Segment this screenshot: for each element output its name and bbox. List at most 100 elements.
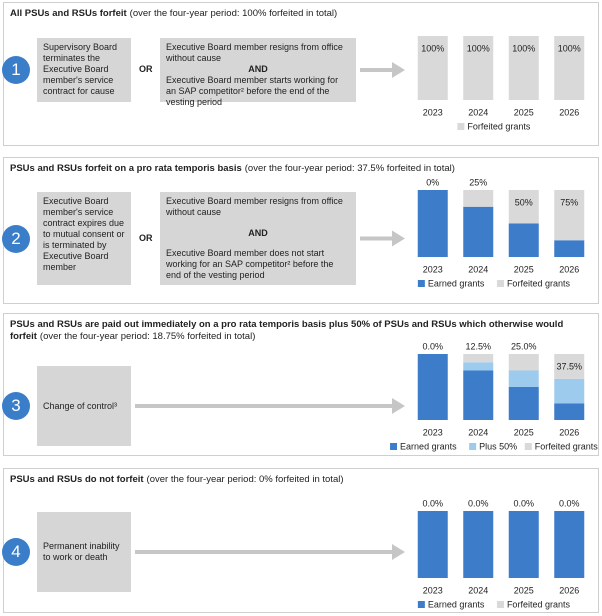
condition-box: Permanent inability to work or death [37,512,131,592]
bar-segment [508,36,539,100]
bar-segment [463,206,494,257]
alternative-box: Executive Board member resigns from offi… [160,38,356,107]
bar-segment [554,190,585,241]
panel-title: All PSUs and RSUs forfeit (over the four-… [10,8,570,20]
bar-segment [417,511,448,578]
title-bold: PSUs and RSUs are paid out immediately o… [10,319,564,342]
bar-segment [554,378,585,404]
legend-swatch [457,123,465,130]
legend-swatch [417,601,425,608]
title-bold: All PSUs and RSUs forfeit [10,8,127,19]
bar-segment [417,354,448,420]
condition-box: Change of control³ [37,366,131,446]
x-tick-label: 2025 [514,585,534,595]
bar-segment [463,362,494,371]
value-label: 100% [512,43,535,53]
legend-swatch [496,601,504,608]
alternative-text: Executive Board member does not start wo… [166,248,334,280]
value-label: 50% [515,197,533,207]
x-tick-label: 2026 [559,585,579,595]
x-tick-label: 2023 [423,427,443,437]
or-label: OR [139,232,153,243]
value-label: 75% [560,197,578,207]
value-label: 0.0% [559,498,580,508]
legend-label: Earned grants [400,441,457,451]
x-tick-label: 2026 [559,107,579,117]
panel-title: PSUs and RSUs do not forfeit (over the fo… [10,474,570,486]
x-tick-label: 2024 [468,427,488,437]
arrow [360,62,405,78]
bar-segment [554,36,585,100]
legend-swatch [524,443,532,450]
bar-segment [508,190,539,224]
x-tick-label: 2023 [423,585,443,595]
value-label: 25.0% [511,341,537,351]
x-tick-label: 2026 [559,427,579,437]
condition-text: Supervisory Board terminates the Executi… [43,42,118,96]
x-tick-label: 2024 [468,585,488,595]
legend-label: Forfeited grants [535,441,599,451]
bar-segment [417,36,448,100]
bar-segment [554,354,585,379]
value-label: 0.0% [422,498,443,508]
step-number: 2 [2,224,30,253]
legend-label: Forfeited grants [467,121,531,131]
bar-segment [508,387,539,420]
value-label: 0.0% [513,498,534,508]
title-note: (over the four-year period: 100% forfeit… [129,8,338,19]
alternative-text: Executive Board member resigns from offi… [166,42,343,63]
bar-segment [554,240,585,257]
x-tick-label: 2025 [514,264,534,274]
panel-title: PSUs and RSUs are paid out immediately o… [10,319,570,343]
legend-swatch [496,280,504,287]
title-note: (over the four-year period: 18.75% forfe… [39,331,256,342]
or-label: OR [139,64,153,74]
bar-segment [463,511,494,578]
panel-title: PSUs and RSUs forfeit on a pro rata temp… [10,163,570,175]
and-label: AND [248,64,268,74]
bar-segment [463,190,494,207]
title-note: (over the four-year period: 0% forfeited… [146,474,344,485]
value-label: 100% [467,43,490,53]
condition-text: Permanent inability to work or death [43,541,120,562]
title-bold: PSUs and RSUs forfeit on a pro rata temp… [10,163,242,174]
value-label: 100% [558,43,581,53]
x-tick-label: 2023 [423,264,443,274]
arrow [360,230,405,247]
bar-segment [417,190,448,257]
bar-segment [508,511,539,578]
step-number: 1 [2,56,30,84]
bar-segment [463,354,494,363]
bar-segment [508,370,539,387]
arrow [135,398,405,414]
legend-label: Forfeited grants [507,599,571,609]
x-tick-label: 2026 [559,264,579,274]
legend-label: Forfeited grants [507,278,571,288]
alternative-text: Executive Board member resigns from offi… [166,196,343,217]
x-tick-label: 2024 [468,107,488,117]
condition-box: Executive Board member's service contrac… [37,192,131,285]
value-label: 0.0% [422,341,443,351]
value-label: 0.0% [468,498,489,508]
arrow [135,544,405,560]
legend-swatch [417,280,425,287]
x-tick-label: 2025 [514,107,534,117]
legend-label: Earned grants [428,599,485,609]
bar-segment [463,370,494,420]
legend-swatch [390,443,398,450]
value-label: 37.5% [556,361,582,371]
condition-box: Supervisory Board terminates the Executi… [37,38,131,102]
title-note: (over the four-year period: 37.5% forfei… [244,163,455,174]
bar-segment [508,223,539,257]
step-number: 4 [2,538,30,566]
value-label: 12.5% [465,341,491,351]
legend-label: Earned grants [428,278,485,288]
x-tick-label: 2023 [423,107,443,117]
legend-label: Plus 50% [479,441,517,451]
title-bold: PSUs and RSUs do not forfeit [10,474,144,485]
value-label: 100% [421,43,444,53]
bar-segment [554,403,585,420]
alternative-text: Executive Board member starts working fo… [166,75,339,107]
bar-segment [508,354,539,371]
